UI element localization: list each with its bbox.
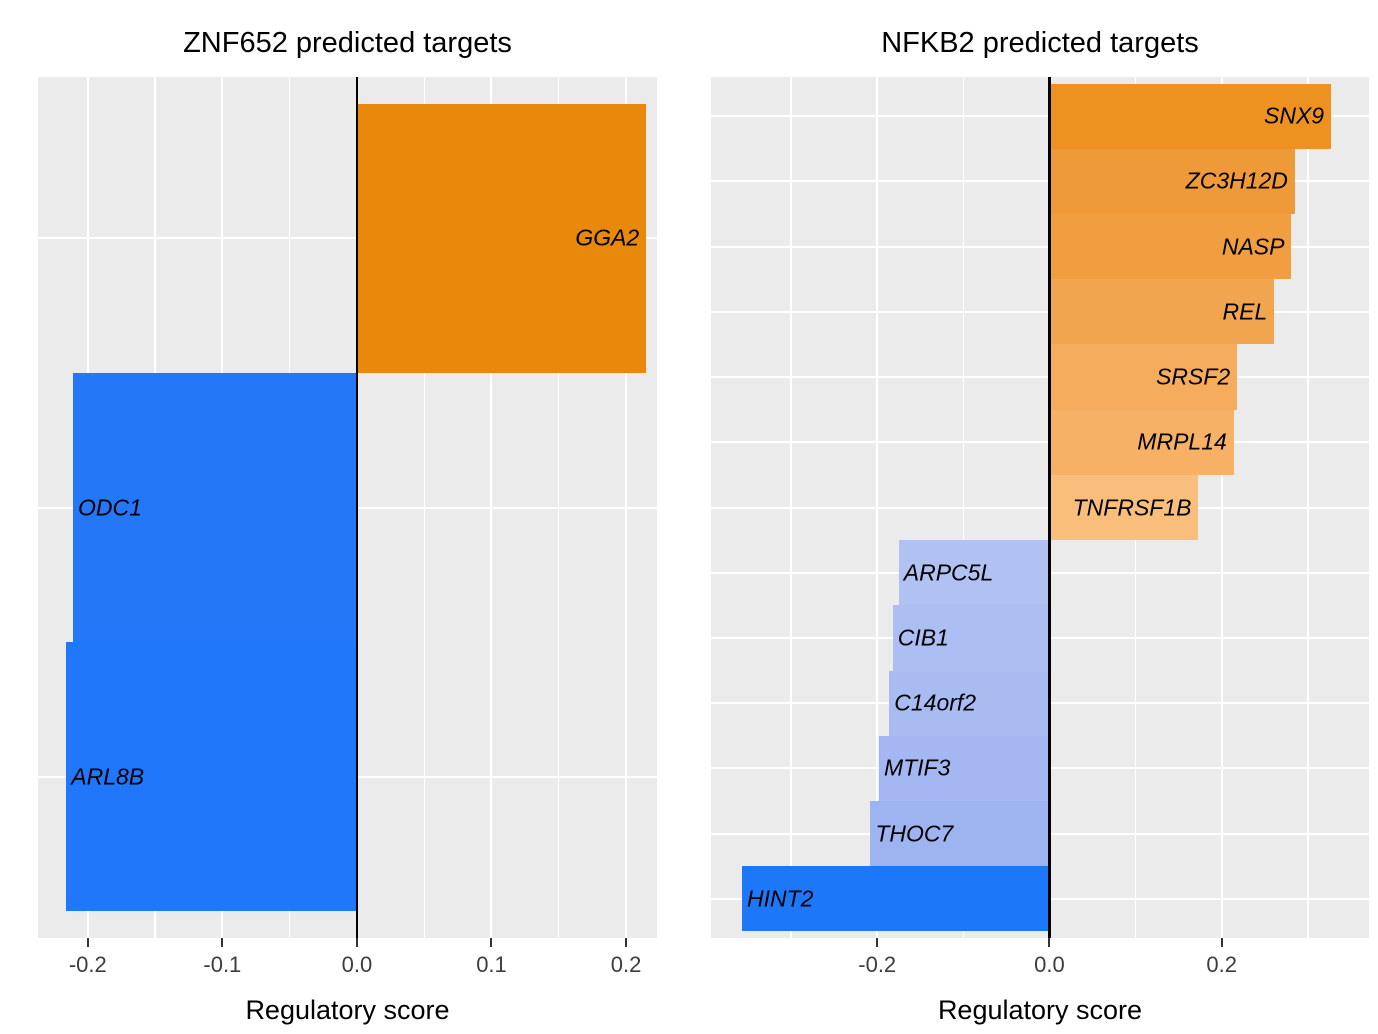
bar: [898, 540, 1050, 606]
bar-label: MRPL14: [1137, 428, 1227, 455]
x-tick-mark: [625, 938, 628, 947]
category-gridline: [711, 376, 1369, 379]
bar: [1049, 148, 1295, 214]
panel-title: NFKB2 predicted targets: [881, 27, 1199, 59]
category-gridline: [711, 441, 1369, 444]
zero-axis-line: [355, 77, 359, 938]
bar-label: ARL8B: [71, 763, 145, 790]
panel-title: ZNF652 predicted targets: [183, 27, 512, 59]
x-tick-label: 0.0: [341, 952, 373, 977]
bar-label: ODC1: [77, 494, 142, 520]
panel-znf652: ZNF652 predicted targets GGA2 ODC1 ARL8B -…: [38, 27, 657, 1025]
x-tick-mark: [221, 938, 224, 947]
plot-area: SNX9 ZC3H12D NASP REL SRSF2 MRPL14 TNFRSF1B ARP…: [711, 77, 1369, 938]
x-tick-mark: [1220, 938, 1223, 947]
bar-label: NASP: [1221, 233, 1285, 260]
x-tick-label: 0.2: [610, 952, 642, 977]
bar: [1049, 409, 1234, 475]
category-gridline: [711, 245, 1369, 248]
bar-label: SNX9: [1264, 102, 1325, 129]
x-tick-mark: [490, 938, 493, 947]
category-gridline: [711, 506, 1369, 509]
x-tick-label: 0.1: [476, 952, 507, 977]
bar-label: THOC7: [875, 820, 954, 847]
category-gridline: [711, 115, 1369, 118]
bar: [889, 670, 1050, 736]
x-axis: -0.2 0.0 0.2: [711, 938, 1369, 990]
bar: [1049, 279, 1275, 345]
x-tick-mark: [355, 938, 358, 947]
x-axis: -0.2 -0.1 0.0 0.1 0.2: [38, 938, 657, 990]
bar-label: TNFRSF1B: [1072, 494, 1192, 520]
x-tick-label: 0.0: [1034, 952, 1065, 977]
bar: [878, 735, 1050, 801]
bar-label: REL: [1222, 298, 1268, 325]
x-tick-label: -0.2: [68, 952, 107, 977]
category-gridline: [38, 237, 657, 240]
bar-label: ZC3H12D: [1185, 167, 1288, 194]
bar: [72, 372, 357, 643]
x-axis-title: Regulatory score: [245, 995, 450, 1025]
x-tick-mark: [86, 938, 89, 947]
bar: [892, 605, 1050, 671]
category-gridline: [711, 310, 1369, 313]
category-gridline: [711, 180, 1369, 183]
bar: [356, 103, 647, 373]
bar-label: CIB1: [897, 624, 949, 651]
bar: [1049, 474, 1199, 541]
x-axis-title: Regulatory score: [937, 995, 1143, 1025]
x-tick-mark: [1048, 938, 1051, 947]
plot-area: GGA2 ODC1 ARL8B: [38, 77, 657, 938]
x-tick-label: 0.2: [1206, 952, 1238, 977]
bar-label: SRSF2: [1156, 363, 1231, 390]
x-tick-label: -0.2: [858, 952, 897, 977]
bar: [1049, 213, 1292, 280]
panel-nfkb2: NFKB2 predicted targets SNX9 ZC3H12D NASP R…: [689, 0, 1378, 1034]
bar: [870, 801, 1050, 867]
bar-label: HINT2: [747, 885, 814, 912]
bar: [66, 642, 357, 912]
bar-label: GGA2: [575, 224, 640, 251]
zero-axis-line: [1048, 77, 1051, 938]
bar-label: ARPC5L: [903, 559, 994, 586]
bar: [1049, 83, 1332, 149]
x-tick-mark: [876, 938, 879, 947]
x-tick-label: -0.1: [203, 952, 242, 977]
bar-label: C14orf2: [894, 689, 977, 716]
bar: [1049, 344, 1238, 410]
bar-label: MTIF3: [883, 754, 951, 781]
bar: [742, 866, 1050, 932]
